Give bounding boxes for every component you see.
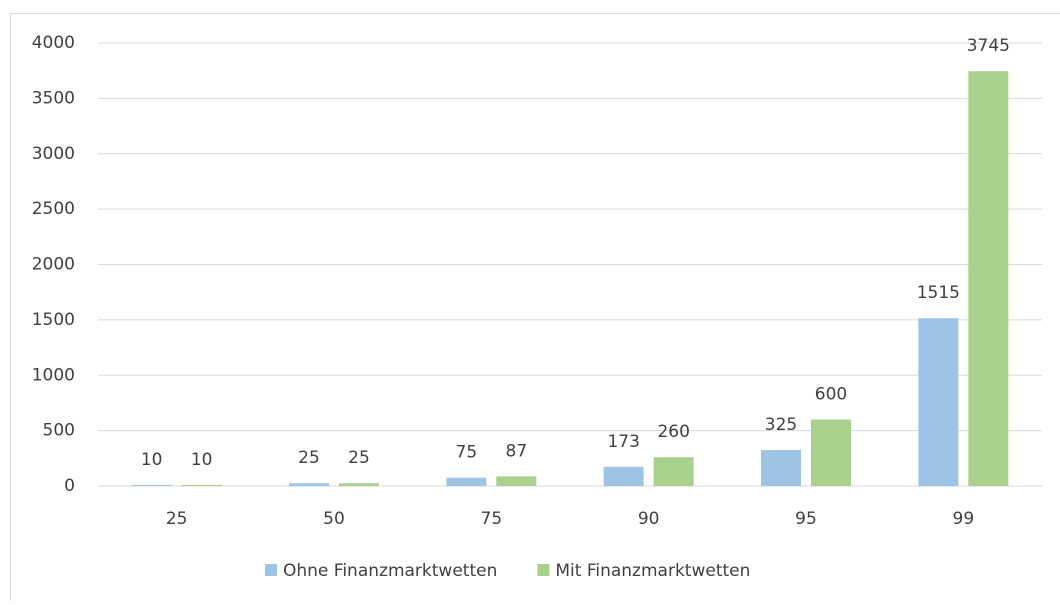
x-tick-label: 75 bbox=[481, 509, 503, 529]
bar bbox=[918, 318, 958, 486]
bar bbox=[496, 476, 536, 486]
y-tick-label: 1000 bbox=[32, 365, 75, 385]
legend-swatch bbox=[537, 564, 549, 576]
bar bbox=[811, 420, 851, 486]
data-label: 260 bbox=[657, 422, 689, 442]
bar bbox=[289, 483, 329, 486]
x-tick-label: 95 bbox=[795, 509, 817, 529]
y-tick-label: 3500 bbox=[32, 88, 75, 108]
legend-label: Ohne Finanzmarktwetten bbox=[283, 561, 497, 581]
y-tick-label: 2000 bbox=[32, 255, 75, 275]
bar bbox=[339, 483, 379, 486]
bar bbox=[132, 485, 172, 486]
bar bbox=[446, 478, 486, 486]
data-label: 10 bbox=[141, 450, 163, 470]
y-tick-label: 3000 bbox=[32, 144, 75, 164]
y-tick-label: 500 bbox=[43, 421, 75, 441]
x-tick-label: 99 bbox=[953, 509, 975, 529]
y-tick-label: 0 bbox=[64, 476, 75, 496]
x-tick-label: 50 bbox=[323, 509, 345, 529]
x-tick-label: 90 bbox=[638, 509, 660, 529]
y-tick-label: 1500 bbox=[32, 310, 75, 330]
bar bbox=[761, 450, 801, 486]
bar bbox=[654, 457, 694, 486]
y-tick-label: 4000 bbox=[32, 33, 75, 53]
data-label: 25 bbox=[348, 448, 370, 468]
data-label: 75 bbox=[456, 443, 478, 463]
data-label: 87 bbox=[506, 441, 528, 461]
bar bbox=[968, 71, 1008, 486]
data-label: 600 bbox=[815, 385, 847, 405]
data-label: 3745 bbox=[967, 36, 1010, 56]
data-label: 10 bbox=[191, 450, 213, 470]
bar bbox=[182, 485, 222, 486]
bar bbox=[604, 467, 644, 486]
legend-swatch bbox=[265, 564, 277, 576]
x-tick-label: 25 bbox=[166, 509, 188, 529]
data-label: 25 bbox=[298, 448, 320, 468]
data-label: 173 bbox=[607, 432, 639, 452]
y-tick-label: 2500 bbox=[32, 199, 75, 219]
legend-label: Mit Finanzmarktwetten bbox=[555, 561, 750, 581]
data-label: 325 bbox=[765, 415, 797, 435]
data-label: 1515 bbox=[917, 283, 960, 303]
